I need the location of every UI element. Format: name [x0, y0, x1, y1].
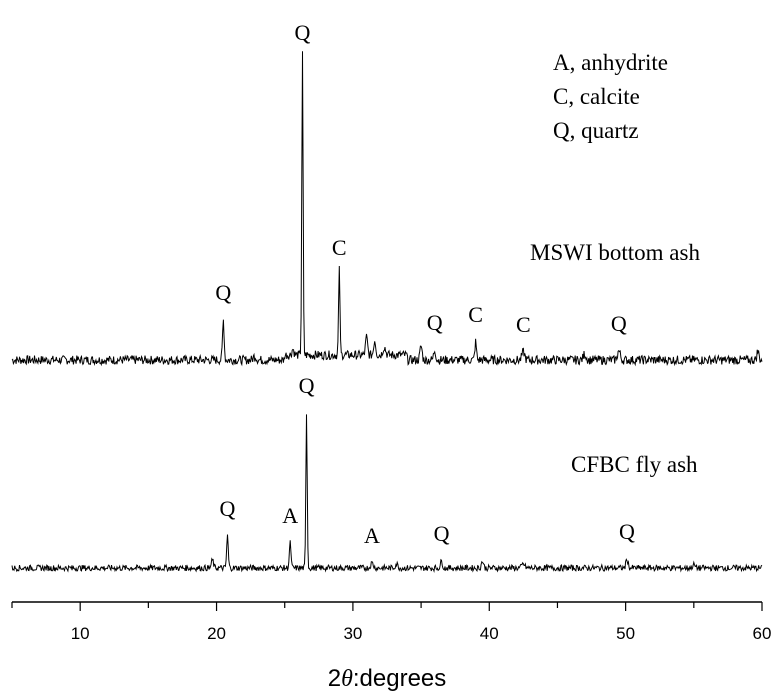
series-line-mswi — [11, 51, 763, 367]
peak-label: C — [516, 312, 531, 337]
peak-label: A — [282, 503, 298, 528]
peak-label: Q — [434, 521, 450, 546]
series-label-mswi: MSWI bottom ash — [530, 240, 700, 265]
legend-item-quartz: Q, quartz — [553, 118, 639, 143]
legend: A, anhydrite C, calcite Q, quartz — [553, 50, 668, 143]
peak-label: C — [332, 235, 347, 260]
legend-item-anhydrite: A, anhydrite — [553, 50, 668, 75]
x-tick-label: 60 — [753, 624, 772, 643]
legend-item-calcite: C, calcite — [553, 84, 640, 109]
x-tick-label: 30 — [343, 624, 362, 643]
x-tick-label: 50 — [616, 624, 635, 643]
x-tick-label: 20 — [207, 624, 226, 643]
xrd-traces — [11, 51, 763, 573]
x-tick-label: 10 — [71, 624, 90, 643]
x-axis-label: 2θ:degrees — [328, 665, 447, 692]
x-tick-label: 40 — [480, 624, 499, 643]
peak-label: Q — [299, 373, 315, 398]
peak-label: Q — [220, 496, 236, 521]
peak-label: C — [468, 302, 483, 327]
series-line-cfbc — [11, 414, 763, 573]
peak-label: Q — [427, 310, 443, 335]
peak-label: Q — [611, 311, 627, 336]
peak-label: Q — [295, 20, 311, 45]
peak-label: Q — [619, 519, 635, 544]
x-axis: 10 20 30 40 50 60 — [11, 601, 772, 643]
peak-label: Q — [215, 280, 231, 305]
series-label-cfbc: CFBC fly ash — [571, 452, 698, 477]
peak-label: A — [364, 523, 380, 548]
